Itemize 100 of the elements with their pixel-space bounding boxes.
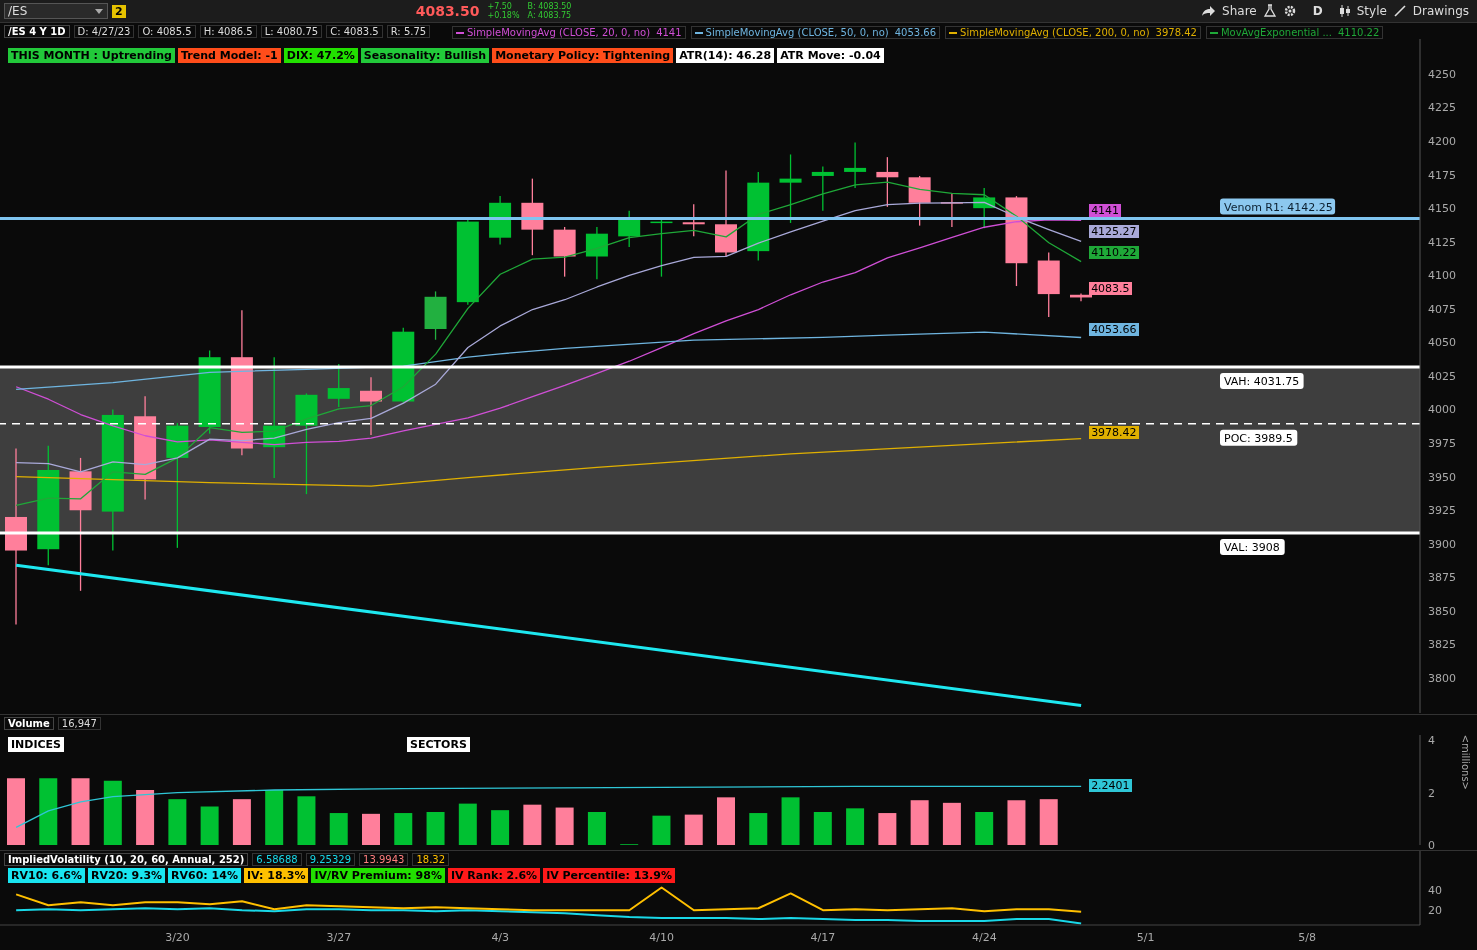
annotation: IV Percentile: 13.9% bbox=[543, 868, 675, 883]
data-label: 4053.66 bbox=[1089, 323, 1139, 337]
annotation: IV: 18.3% bbox=[243, 868, 309, 883]
chart-title: Volume bbox=[4, 717, 54, 730]
bar bbox=[813, 812, 832, 845]
y-tick-label: 3875 bbox=[1428, 571, 1456, 585]
y-tick-label: 4100 bbox=[1428, 269, 1456, 283]
y-tick-label: 4225 bbox=[1428, 101, 1456, 115]
text: A: 4083.75 bbox=[527, 11, 572, 20]
text: H: 4086.5 bbox=[199, 25, 257, 38]
bar bbox=[168, 799, 187, 845]
bar bbox=[103, 780, 122, 845]
candlestick bbox=[327, 363, 350, 408]
annotation: 6.58688 bbox=[252, 853, 302, 866]
annotation: Trend Model: -1 bbox=[177, 48, 281, 63]
y-tick-label: 4200 bbox=[1428, 134, 1456, 148]
x-tick-label: 3/20 bbox=[165, 930, 190, 944]
data-label: 4125.27 bbox=[1089, 225, 1139, 239]
annotation: IV/RV Premium: 98% bbox=[311, 868, 445, 883]
bar bbox=[910, 800, 929, 845]
bar bbox=[39, 778, 58, 845]
y-tick-label: 4025 bbox=[1428, 369, 1456, 383]
bar bbox=[942, 802, 961, 845]
bar bbox=[846, 808, 865, 845]
bar bbox=[1039, 799, 1058, 845]
bar bbox=[297, 796, 316, 845]
y-tick-label: 3850 bbox=[1428, 604, 1456, 618]
x-tick-label: 5/1 bbox=[1136, 930, 1155, 944]
text: 4053.66 bbox=[894, 27, 937, 38]
bar bbox=[587, 812, 606, 845]
bar bbox=[975, 812, 994, 845]
bar bbox=[265, 790, 284, 845]
data-label: 4110.22 bbox=[1089, 245, 1139, 259]
line-series bbox=[15, 437, 1082, 487]
candlestick bbox=[811, 165, 834, 212]
chart-title: ImpliedVolatility (10, 20, 60, Annual, 252) bbox=[4, 853, 249, 866]
y-tick-label: 2 bbox=[1428, 786, 1435, 800]
annotation: SECTORS bbox=[407, 737, 470, 752]
bar bbox=[362, 813, 380, 845]
annotation: 9.25329 bbox=[305, 853, 356, 866]
annotation: 13.9943 bbox=[359, 853, 409, 866]
text: D bbox=[1312, 4, 1323, 18]
y-tick-label: 4 bbox=[1428, 734, 1435, 748]
ref-line-label: VAH: 4031.75 bbox=[1224, 374, 1300, 388]
candlestick bbox=[779, 153, 802, 224]
legend-label: SimpleMovingAvg (CLOSE, 20, 0, no) bbox=[467, 27, 651, 38]
candlestick bbox=[682, 203, 705, 238]
annotation: Monetary Policy: Tightening bbox=[492, 48, 674, 63]
candlestick bbox=[618, 210, 641, 248]
y-tick-label: 20 bbox=[1428, 904, 1442, 918]
annotation: ATR Move: -0.04 bbox=[777, 48, 884, 63]
bar bbox=[71, 778, 90, 845]
text: C: 4083.5 bbox=[326, 25, 383, 38]
text: 16,947 bbox=[57, 717, 101, 730]
text: L: 4080.75 bbox=[260, 25, 323, 38]
annotation: RV60: 14% bbox=[168, 868, 241, 883]
bar bbox=[7, 778, 25, 845]
y-tick-label: 3800 bbox=[1428, 672, 1456, 685]
line-series bbox=[15, 331, 1082, 391]
annotation: THIS MONTH : Uptrending bbox=[8, 48, 175, 63]
bar bbox=[1007, 800, 1026, 845]
y-tick-label: 4150 bbox=[1428, 202, 1456, 216]
bar bbox=[652, 815, 671, 845]
text: 4141 bbox=[656, 27, 682, 38]
line-series bbox=[15, 219, 1082, 446]
annotation: 4083.5 bbox=[1089, 282, 1132, 296]
ref-line-label: VAL: 3908 bbox=[1224, 541, 1280, 555]
bar bbox=[329, 813, 348, 845]
annotation: INDICES bbox=[8, 737, 65, 752]
y-tick-label: 40 bbox=[1428, 884, 1442, 898]
text: 2 bbox=[112, 4, 126, 18]
legend-label: SimpleMovingAvg (CLOSE, 50, 0, no) bbox=[705, 27, 889, 38]
x-tick-label: 4/3 bbox=[491, 930, 510, 944]
candlestick bbox=[360, 376, 382, 436]
y-tick-label: 3925 bbox=[1428, 504, 1456, 518]
y-tick-label: 0 bbox=[1428, 838, 1435, 852]
bar bbox=[136, 790, 155, 845]
y-tick-label: 3975 bbox=[1428, 437, 1456, 451]
y-tick-label: 4250 bbox=[1428, 67, 1456, 81]
data-label: 2.2401 bbox=[1089, 779, 1132, 793]
y-tick-label: 4000 bbox=[1428, 403, 1456, 417]
x-tick-label: 4/10 bbox=[649, 930, 674, 944]
legend-label: MovAvgExponential ... bbox=[1220, 27, 1332, 38]
bar bbox=[523, 804, 542, 845]
x-tick-label: 5/8 bbox=[1298, 930, 1316, 944]
y-axis-title: <millions> bbox=[1460, 734, 1472, 790]
bar bbox=[426, 812, 445, 845]
bar bbox=[878, 813, 897, 845]
text: +7.50 bbox=[487, 2, 513, 11]
bar bbox=[749, 813, 768, 845]
x-tick-label: 4/17 bbox=[810, 930, 836, 944]
text: B: 4083.50 bbox=[527, 2, 572, 11]
text: Style bbox=[1356, 4, 1387, 18]
y-tick-label: 4175 bbox=[1428, 168, 1456, 182]
data-label: 3978.42 bbox=[1089, 426, 1139, 440]
text: D: 4/27/23 bbox=[73, 25, 135, 38]
bar bbox=[555, 807, 574, 845]
annotation: 18.32 bbox=[412, 853, 450, 866]
line-series bbox=[15, 907, 1083, 925]
text: +0.18% bbox=[487, 11, 520, 20]
